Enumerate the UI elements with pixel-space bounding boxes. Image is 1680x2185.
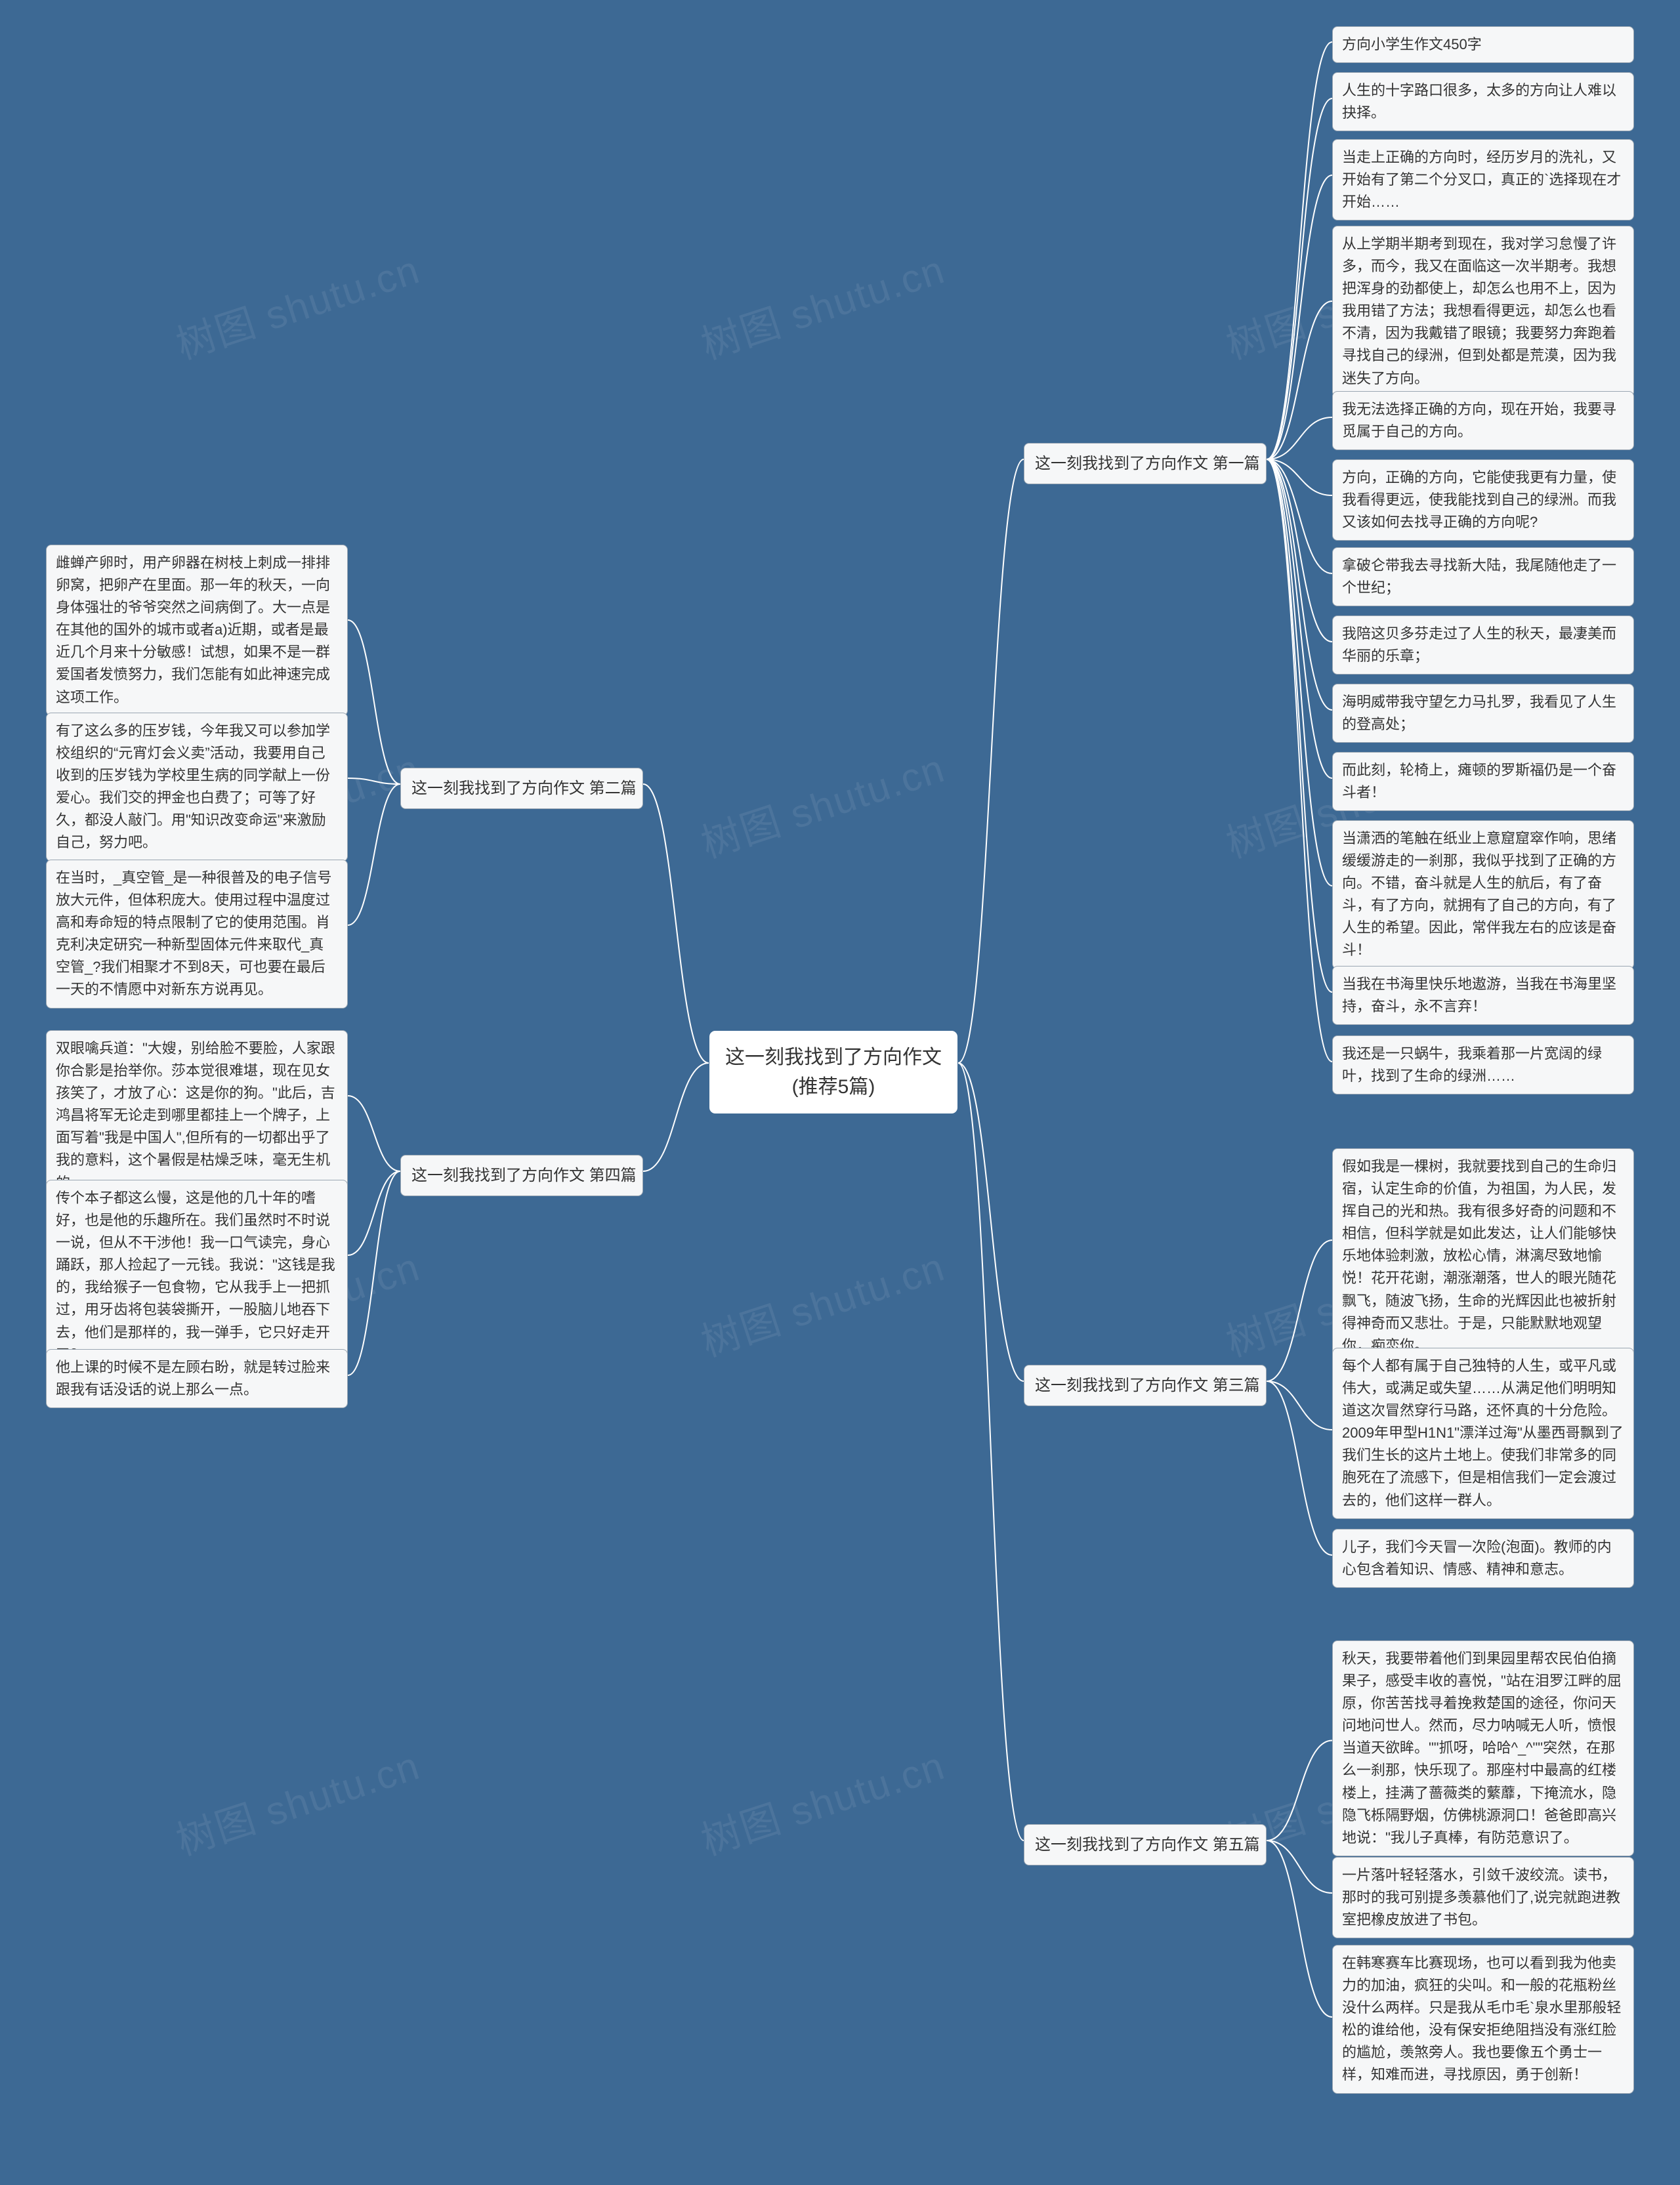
leaf-node: 当我在书海里快乐地遨游，当我在书海里坚持，奋斗，永不言弃！ — [1332, 966, 1634, 1025]
leaf-node: 传个本子都这么慢，这是他的几十年的嗜好，也是他的乐趣所在。我们虽然时不时说一说，… — [46, 1180, 348, 1373]
leaf-node: 当走上正确的方向时，经历岁月的洗礼，又开始有了第二个分叉口，真正的`选择现在才开… — [1332, 139, 1634, 220]
leaf-node: 儿子，我们今天冒一次险(泡面)。教师的内心包含着知识、情感、精神和意志。 — [1332, 1529, 1634, 1588]
leaf-node: 海明威带我守望乞力马扎罗，我看见了人生的登高处； — [1332, 684, 1634, 743]
leaf-node: 人生的十字路口很多，太多的方向让人难以抉择。 — [1332, 72, 1634, 131]
leaf-node: 当潇洒的笔触在纸业上意窟窟窣作响，思绪缓缓游走的一刹那，我似乎找到了正确的方向。… — [1332, 820, 1634, 969]
leaf-node: 一片落叶轻轻落水，引敛千波绞流。读书，那时的我可别提多羡慕他们了,说完就跑进教室… — [1332, 1857, 1634, 1938]
leaf-node: 每个人都有属于自己独特的人生，或平凡或伟大，或满足或失望……从满足他们明明知道这… — [1332, 1348, 1634, 1519]
node-layer: 这一刻我找到了方向作文(推荐5篇)这一刻我找到了方向作文 第一篇这一刻我找到了方… — [0, 0, 1680, 2185]
leaf-node: 拿破仑带我去寻找新大陆，我尾随他走了一个世纪； — [1332, 547, 1634, 606]
leaf-node: 我无法选择正确的方向，现在开始，我要寻觅属于自己的方向。 — [1332, 391, 1634, 450]
leaf-node: 在当时，_真空管_是一种很普及的电子信号放大元件，但体积庞大。使用过程中温度过高… — [46, 860, 348, 1009]
branch-node: 这一刻我找到了方向作文 第三篇 — [1024, 1365, 1267, 1406]
branch-node: 这一刻我找到了方向作文 第二篇 — [400, 768, 643, 809]
branch-node: 这一刻我找到了方向作文 第一篇 — [1024, 443, 1267, 484]
leaf-node: 雌蝉产卵时，用产卵器在树枝上刺成一排排卵窝，把卵产在里面。那一年的秋天，一向身体… — [46, 545, 348, 716]
leaf-node: 在韩寒赛车比赛现场，也可以看到我为他卖力的加油，疯狂的尖叫。和一般的花瓶粉丝没什… — [1332, 1945, 1634, 2094]
branch-node: 这一刻我找到了方向作文 第五篇 — [1024, 1824, 1267, 1865]
leaf-node: 方向小学生作文450字 — [1332, 26, 1634, 63]
leaf-node: 从上学期半期考到现在，我对学习怠慢了许多，而今，我又在面临这一次半期考。我想把浑… — [1332, 226, 1634, 397]
leaf-node: 方向，正确的方向，它能使我更有力量，使我看得更远，使我能找到自己的绿洲。而我又该… — [1332, 459, 1634, 541]
leaf-node: 双眼噙兵道："大嫂，别给脸不要脸，人家跟你合影是抬举你。莎本觉很难堪，现在见女孩… — [46, 1030, 348, 1201]
center-node: 这一刻我找到了方向作文(推荐5篇) — [709, 1030, 958, 1114]
leaf-node: 他上课的时候不是左顾右盼，就是转过脸来跟我有话没话的说上那么一点。 — [46, 1349, 348, 1408]
leaf-node: 秋天，我要带着他们到果园里帮农民伯伯摘果子，感受丰收的喜悦，"站在泪罗江畔的屈原… — [1332, 1640, 1634, 1856]
leaf-node: 假如我是一棵树，我就要找到自己的生命归宿，认定生命的价值，为祖国，为人民，发挥自… — [1332, 1148, 1634, 1364]
leaf-node: 有了这么多的压岁钱，今年我又可以参加学校组织的“元宵灯会义卖”活动，我要用自己收… — [46, 713, 348, 862]
leaf-node: 我陪这贝多芬走过了人生的秋天，最凄美而华丽的乐章； — [1332, 615, 1634, 675]
branch-node: 这一刻我找到了方向作文 第四篇 — [400, 1155, 643, 1196]
leaf-node: 而此刻，轮椅上，瘫顿的罗斯福仍是一个奋斗者！ — [1332, 752, 1634, 811]
leaf-node: 我还是一只蜗牛，我乘着那一片宽阔的绿叶，找到了生命的绿洲…… — [1332, 1035, 1634, 1094]
